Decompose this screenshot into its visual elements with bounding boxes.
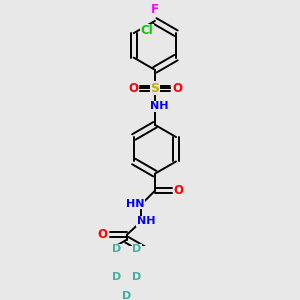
Text: D: D: [112, 244, 121, 254]
Text: D: D: [122, 291, 131, 300]
Text: O: O: [172, 82, 182, 95]
Text: NH: NH: [150, 101, 169, 112]
Text: F: F: [151, 3, 159, 16]
Text: D: D: [112, 272, 121, 282]
Text: D: D: [133, 244, 142, 254]
Text: S: S: [150, 82, 159, 95]
Text: Cl: Cl: [141, 24, 154, 37]
Text: O: O: [98, 228, 108, 241]
Text: O: O: [128, 82, 138, 95]
Text: NH: NH: [137, 216, 156, 226]
Text: HN: HN: [126, 199, 145, 208]
Text: O: O: [174, 184, 184, 197]
Text: D: D: [133, 272, 142, 282]
